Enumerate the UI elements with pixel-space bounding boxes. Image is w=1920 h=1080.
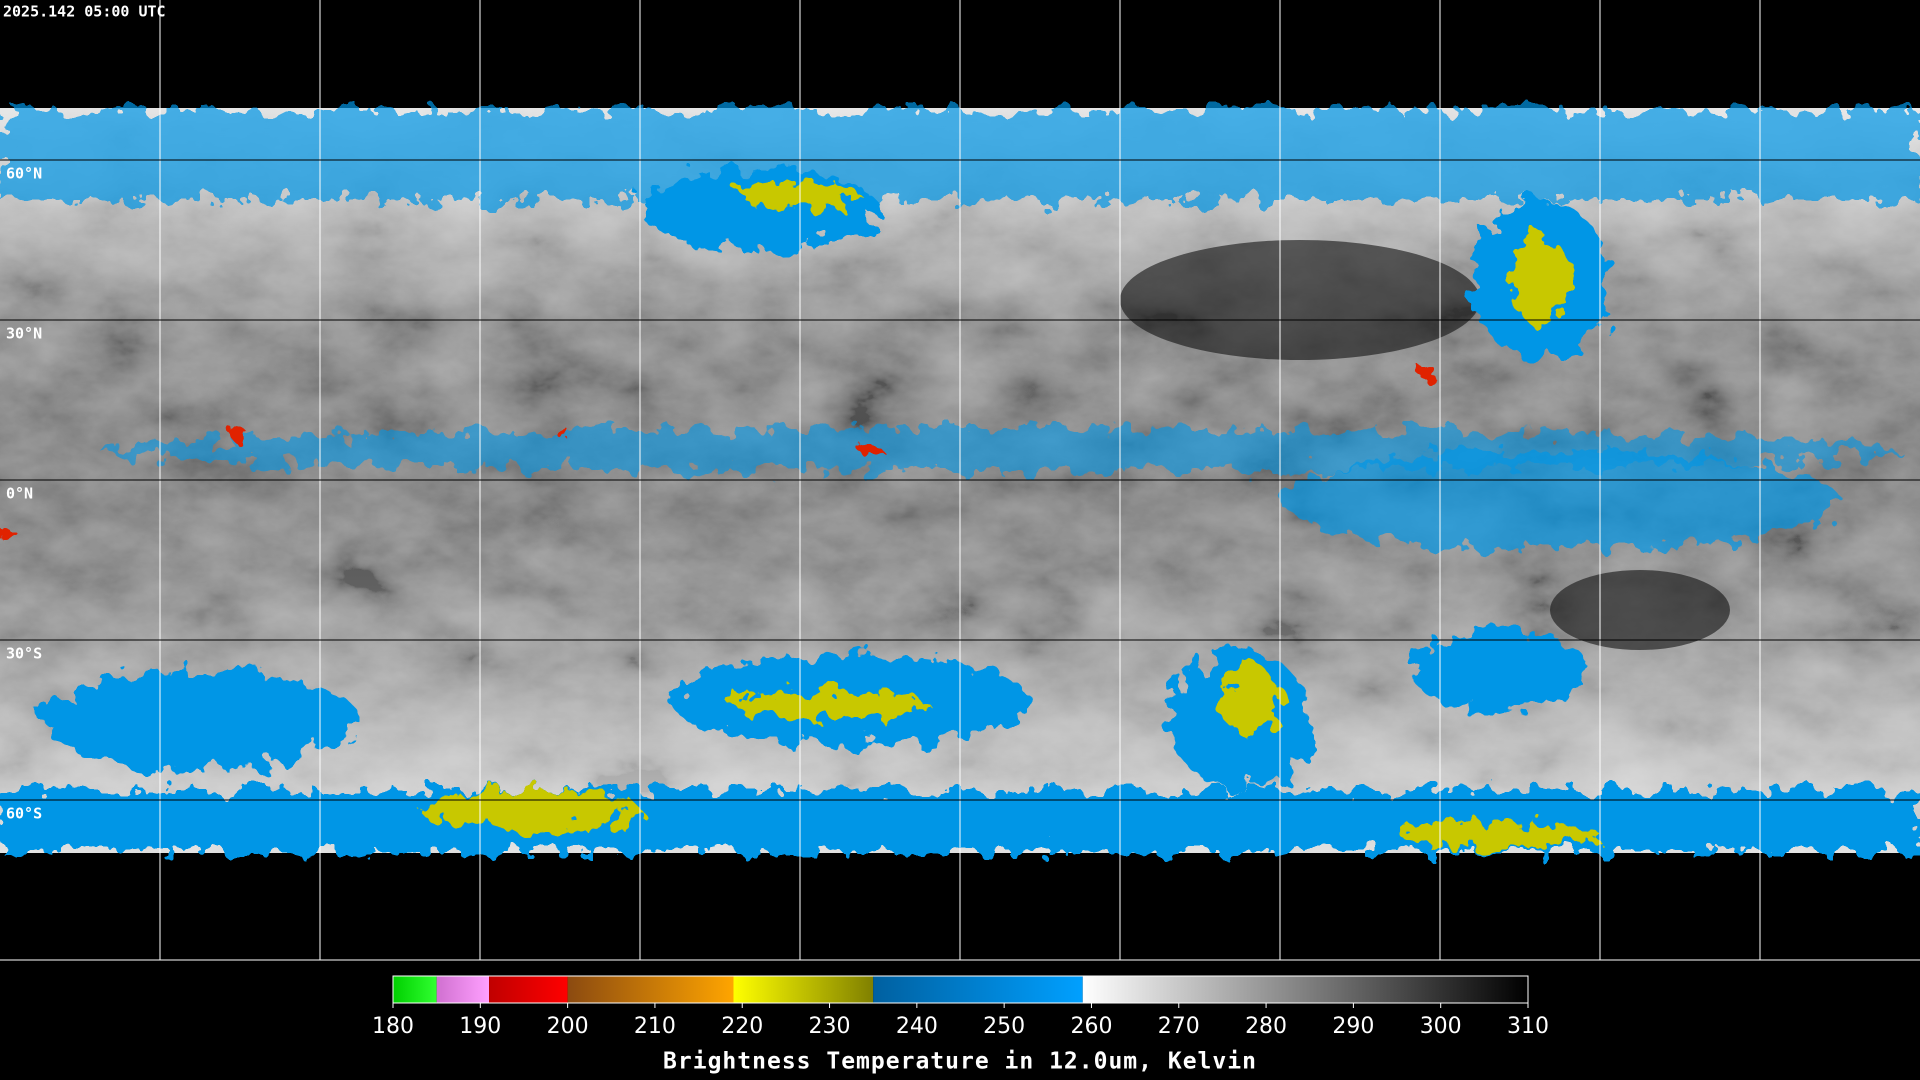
colorbar-tick-label: 200: [547, 1014, 589, 1039]
colorbar-segment: [489, 976, 568, 1003]
colorbar-tick-label: 270: [1158, 1014, 1200, 1039]
lat-label: 60°N: [6, 165, 42, 183]
colorbar-tick-label: 220: [721, 1014, 763, 1039]
colorbar-tick-label: 280: [1245, 1014, 1287, 1039]
colorbar-tick-label: 240: [896, 1014, 938, 1039]
colorbar-segment: [873, 976, 1083, 1003]
colorbar-frame: [392, 975, 1529, 1004]
lat-label: 30°N: [6, 325, 42, 343]
colorbar-segment: [436, 976, 490, 1003]
colorbar-tick-label: 250: [983, 1014, 1025, 1039]
colorbar-tick-label: 190: [459, 1014, 501, 1039]
colorbar-tick-label: 300: [1420, 1014, 1462, 1039]
lat-label: 60°S: [6, 805, 42, 823]
colorbar-tick-label: 310: [1507, 1014, 1549, 1039]
colorbar-segment: [1082, 976, 1528, 1003]
colorbar-segment: [733, 976, 874, 1003]
colorbar-tick-label: 230: [809, 1014, 851, 1039]
colorbar-tick-label: 290: [1332, 1014, 1374, 1039]
graticule: [0, 0, 1920, 961]
timestamp: 2025.142 05:00 UTC: [3, 3, 166, 21]
lat-label: 0°N: [6, 485, 33, 503]
colorbar-title: Brightness Temperature in 12.0um, Kelvin: [663, 1049, 1257, 1075]
colorbar-segment: [393, 976, 437, 1003]
colorbar-tick-label: 260: [1070, 1014, 1112, 1039]
colorbar-segment: [567, 976, 734, 1003]
colorbar-tick-label: 210: [634, 1014, 676, 1039]
colorbar: 180 190 200 210 220 230 240 250 260 270 280 290 300 3…: [372, 975, 1549, 1039]
lat-label: 30°S: [6, 645, 42, 663]
colorbar-tick-label: 180: [372, 1014, 414, 1039]
